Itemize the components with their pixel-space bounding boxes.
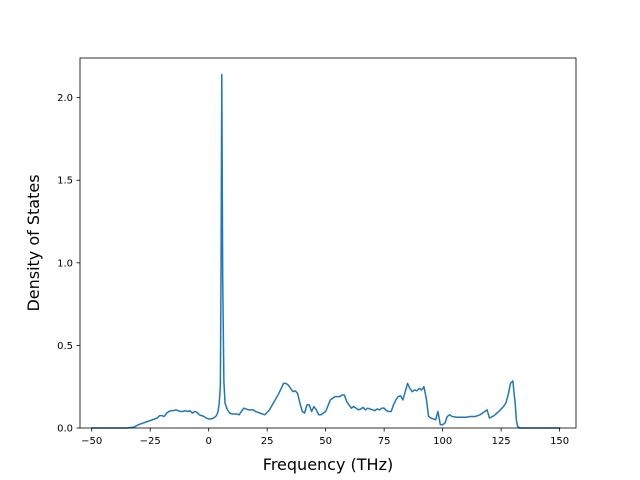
x-tick-label: 125 xyxy=(492,436,511,447)
x-tick-label: −25 xyxy=(140,436,161,447)
plot-area xyxy=(80,58,576,428)
y-tick-label: 1.5 xyxy=(57,176,73,187)
x-axis-ticks: −50 −25 0 25 50 75 100 125 150 xyxy=(81,428,569,447)
y-tick-label: 1.0 xyxy=(57,258,73,269)
y-axis-label: Density of States xyxy=(24,174,43,311)
y-tick-label: 2.0 xyxy=(57,93,73,104)
y-tick-label: 0.0 xyxy=(57,424,73,435)
x-tick-label: 150 xyxy=(550,436,569,447)
x-tick-label: 75 xyxy=(378,436,391,447)
x-tick-label: 0 xyxy=(205,436,211,447)
series-layer xyxy=(90,73,561,429)
dos-series-line xyxy=(90,73,561,429)
x-tick-label: −50 xyxy=(81,436,102,447)
x-tick-label: 50 xyxy=(319,436,332,447)
y-axis-ticks: 0.0 0.5 1.0 1.5 2.0 xyxy=(57,93,80,435)
y-tick-label: 0.5 xyxy=(57,341,73,352)
x-tick-label: 25 xyxy=(261,436,274,447)
x-tick-label: 100 xyxy=(433,436,452,447)
plot-frame xyxy=(79,57,577,429)
x-axis-label: Frequency (THz) xyxy=(263,455,393,474)
